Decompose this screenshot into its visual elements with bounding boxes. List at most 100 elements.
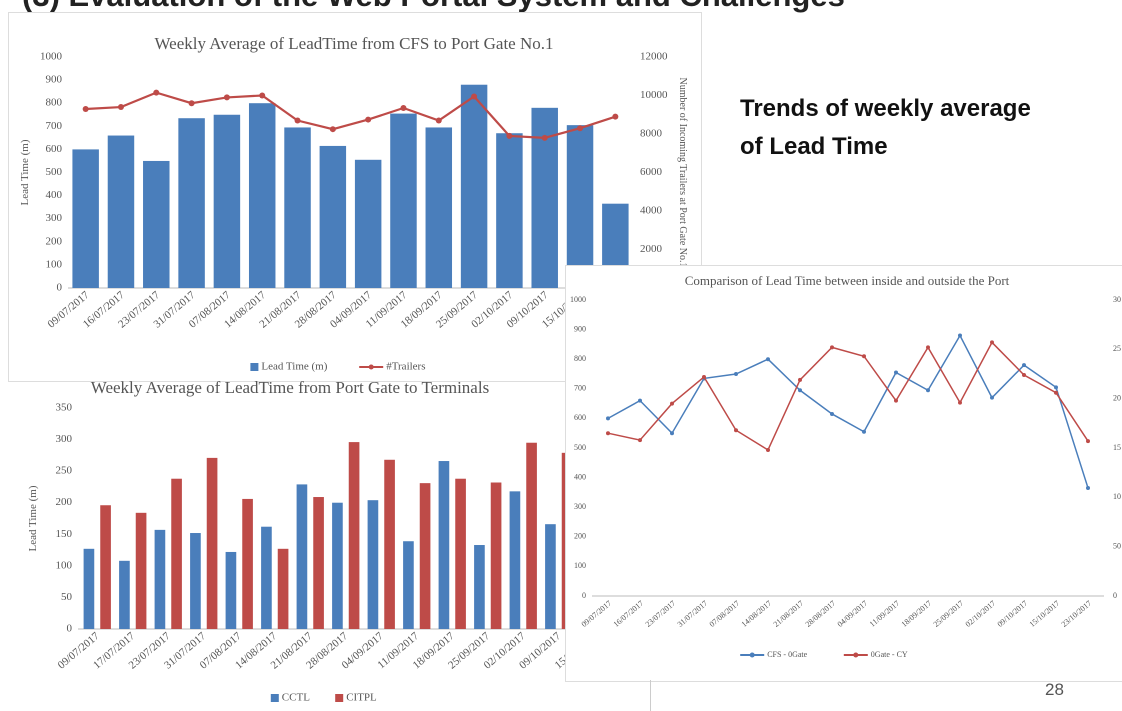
slide-title: (3) Evaluation of the Web Portal System … <box>22 0 845 14</box>
marker <box>862 354 866 359</box>
marker <box>606 431 610 436</box>
marker <box>734 428 738 433</box>
bar <box>119 560 130 629</box>
bar <box>403 541 414 629</box>
marker <box>638 438 642 443</box>
marker <box>117 104 124 111</box>
tick-label: 200 <box>56 496 73 508</box>
chart-title: Comparison of Lead Time between inside a… <box>685 273 1010 288</box>
x-tick-label: 09/07/2017 <box>580 599 614 629</box>
line <box>607 341 1089 452</box>
bar <box>566 125 594 289</box>
line <box>607 333 1089 489</box>
marker <box>766 447 770 452</box>
slide-text: Trends of weekly average of Lead Time <box>740 90 1031 166</box>
legend-label: #Trailers <box>386 361 425 373</box>
tick-label: 1000 <box>40 51 63 63</box>
marker <box>1086 439 1090 444</box>
bar <box>206 457 218 629</box>
bar <box>261 526 272 629</box>
tick-label: 500 <box>46 166 63 178</box>
tick-label: 10000 <box>640 89 668 101</box>
bar <box>296 484 308 629</box>
line <box>85 91 616 139</box>
tick-label: 6000 <box>640 166 663 178</box>
legend-swatch <box>853 652 859 658</box>
legend-label: CCTL <box>282 692 310 704</box>
tick-label: 15 <box>1113 443 1121 452</box>
marker <box>435 117 442 124</box>
bar <box>248 103 276 288</box>
tick-label: 400 <box>46 189 63 201</box>
tick-label: 800 <box>46 97 63 109</box>
tick-label: 250 <box>56 465 73 477</box>
bar <box>496 133 523 288</box>
tick-label: 350 <box>56 402 73 414</box>
bar <box>419 483 431 629</box>
bar <box>455 478 466 629</box>
bar <box>178 118 205 288</box>
bar <box>367 500 379 629</box>
bar <box>107 135 135 288</box>
legend-label: 0Gate - CY <box>871 650 908 659</box>
marker <box>862 429 866 434</box>
bar <box>348 442 360 629</box>
bar <box>474 545 485 629</box>
bar <box>313 497 324 629</box>
marker <box>798 388 802 393</box>
tick-label: 800 <box>574 354 586 363</box>
tick-label: 1000 <box>570 295 586 304</box>
marker <box>926 345 930 350</box>
bar <box>284 127 311 288</box>
marker <box>541 134 548 141</box>
tick-label: 100 <box>56 559 73 571</box>
tick-label: 0 <box>57 282 63 294</box>
bar <box>545 524 556 629</box>
tick-label: 10 <box>1113 492 1121 501</box>
marker <box>894 398 898 403</box>
legend-label: Lead Time (m) <box>261 361 327 373</box>
x-tick-label: 23/10/2017 <box>1060 599 1094 629</box>
tick-label: 20 <box>1113 393 1121 402</box>
marker <box>188 100 195 107</box>
tick-label: 150 <box>56 528 73 540</box>
x-tick-label: 18/09/2017 <box>900 599 934 629</box>
bar <box>526 442 537 629</box>
x-tick-label: 02/10/2017 <box>964 599 998 629</box>
legend-swatch <box>749 652 755 658</box>
chart: Comparison of Lead Time between inside a… <box>570 273 1121 659</box>
text-line: of Lead Time <box>740 133 888 160</box>
chart-frame <box>565 265 1122 682</box>
tick-label: 200 <box>46 235 63 247</box>
marker <box>990 340 994 345</box>
tick-label: 100 <box>46 258 63 270</box>
x-tick-label: 21/08/2017 <box>772 599 806 629</box>
chart-title: Weekly Average of LeadTime from Port Gat… <box>91 380 489 397</box>
bar <box>390 113 417 288</box>
marker <box>1054 385 1058 390</box>
bar <box>438 461 450 629</box>
marker <box>830 411 834 416</box>
marker <box>259 92 266 99</box>
marker <box>329 126 336 133</box>
marker <box>670 431 674 436</box>
marker <box>894 370 898 375</box>
bar <box>72 149 99 288</box>
bar <box>100 505 111 629</box>
marker <box>153 89 160 96</box>
tick-label: 200 <box>574 532 586 541</box>
marker <box>830 345 834 350</box>
bar <box>384 459 395 629</box>
y-axis-label: Lead Time (m) <box>19 139 31 205</box>
marker <box>766 357 770 362</box>
chart: Weekly Average of LeadTime from CFS to P… <box>19 34 688 373</box>
legend-swatch <box>335 694 344 702</box>
tick-label: 700 <box>46 120 63 132</box>
page-number: 28 <box>1045 680 1064 699</box>
marker <box>734 372 738 376</box>
bar <box>225 551 237 629</box>
chart-title: Weekly Average of LeadTime from CFS to P… <box>154 34 553 53</box>
bar <box>319 145 347 288</box>
legend-label: CFS - 0Gate <box>767 650 807 659</box>
